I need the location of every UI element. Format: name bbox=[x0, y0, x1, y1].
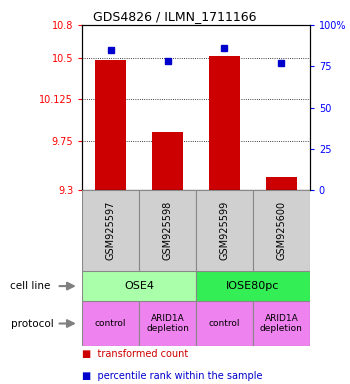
Text: GSM925599: GSM925599 bbox=[219, 201, 230, 260]
Bar bbox=[196, 301, 253, 346]
Bar bbox=[196, 190, 253, 271]
Bar bbox=[152, 132, 183, 190]
Text: ■  transformed count: ■ transformed count bbox=[82, 349, 189, 359]
Bar bbox=[82, 301, 139, 346]
Text: GSM925598: GSM925598 bbox=[162, 201, 173, 260]
Bar bbox=[139, 301, 196, 346]
Text: control: control bbox=[209, 319, 240, 328]
Bar bbox=[253, 190, 310, 271]
Text: protocol: protocol bbox=[10, 318, 53, 329]
Text: IOSE80pc: IOSE80pc bbox=[226, 281, 280, 291]
Bar bbox=[266, 177, 297, 190]
Text: cell line: cell line bbox=[10, 281, 51, 291]
Text: ARID1A
depletion: ARID1A depletion bbox=[260, 314, 303, 333]
Text: control: control bbox=[95, 319, 126, 328]
Bar bbox=[95, 60, 126, 190]
Text: OSE4: OSE4 bbox=[124, 281, 154, 291]
Text: GSM925597: GSM925597 bbox=[106, 201, 116, 260]
Bar bbox=[209, 56, 240, 190]
Bar bbox=[139, 190, 196, 271]
Text: ARID1A
depletion: ARID1A depletion bbox=[146, 314, 189, 333]
Text: GDS4826 / ILMN_1711166: GDS4826 / ILMN_1711166 bbox=[93, 10, 257, 23]
Text: ■  percentile rank within the sample: ■ percentile rank within the sample bbox=[82, 371, 263, 381]
Bar bbox=[253, 301, 310, 346]
Bar bbox=[196, 271, 310, 301]
Text: GSM925600: GSM925600 bbox=[276, 201, 286, 260]
Bar bbox=[82, 190, 139, 271]
Bar bbox=[82, 271, 196, 301]
